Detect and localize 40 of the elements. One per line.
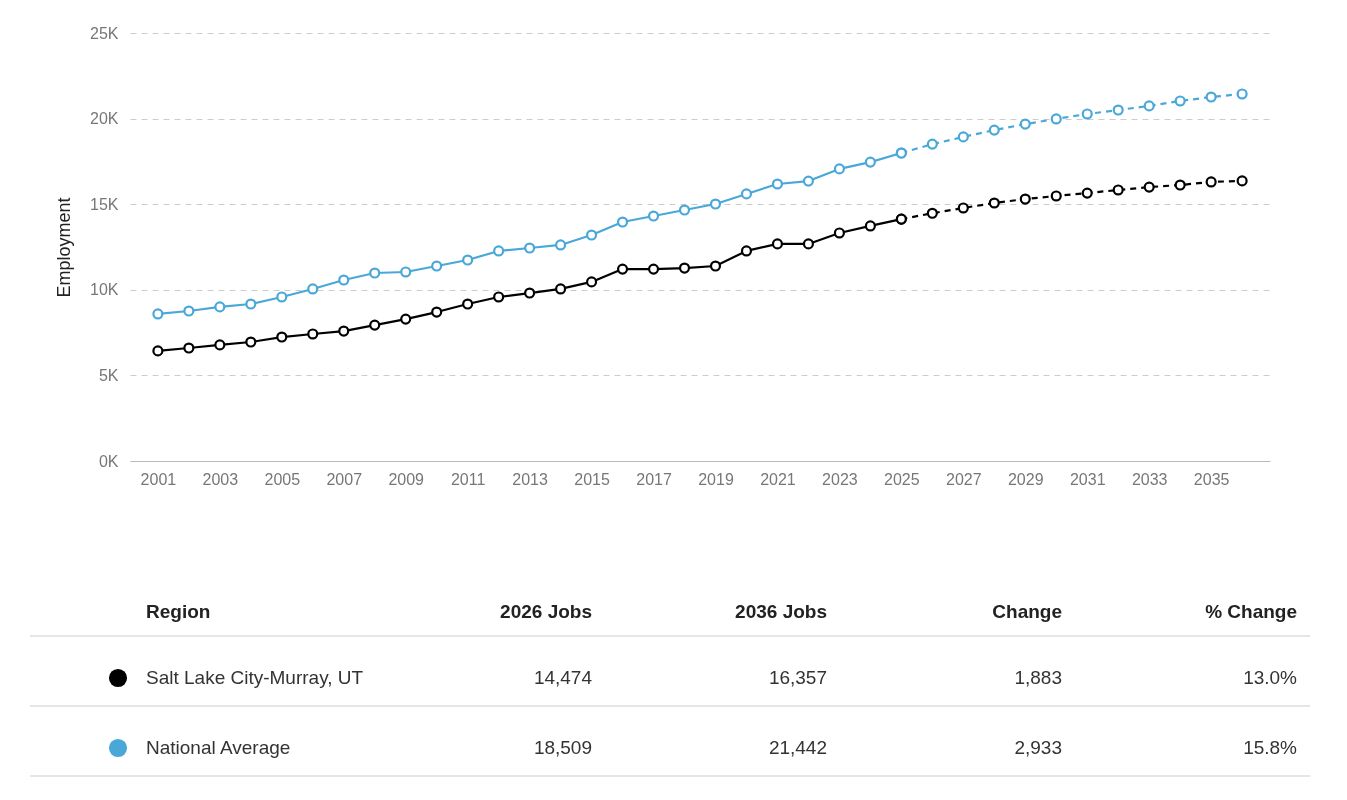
- category-label: Change: [992, 601, 1062, 622]
- x-tick-label: 2035: [1193, 470, 1230, 488]
- x-tick-label: 2001: [140, 470, 177, 488]
- data-label: 13.0%: [1243, 667, 1298, 688]
- x-tick-label: 2029: [1007, 470, 1044, 488]
- data-label: 18,509: [533, 737, 592, 758]
- category-label: 2036 Jobs: [735, 601, 827, 622]
- category-label: 2026 Jobs: [500, 601, 592, 622]
- y-tick-label: 5K: [98, 366, 119, 384]
- y-tick-label: 10K: [90, 281, 119, 299]
- x-tick-label: 2021: [760, 470, 796, 488]
- data-label: 1,883: [1014, 667, 1062, 688]
- x-tick-label: 2027: [946, 470, 982, 488]
- y-tick-label: 15K: [90, 195, 119, 213]
- x-tick-label: 2019: [698, 470, 734, 488]
- x-tick-label: 2031: [1069, 470, 1106, 488]
- x-tick-label: 2007: [326, 470, 363, 488]
- x-tick-label: 2003: [202, 470, 239, 488]
- data-label: 15.8%: [1243, 737, 1298, 758]
- data-label: 2,933: [1014, 737, 1062, 758]
- x-tick-label: 2015: [574, 470, 610, 488]
- y-tick-label: 20K: [90, 110, 119, 128]
- x-tick-label: 2013: [512, 470, 549, 488]
- x-tick-label: 2017: [636, 470, 672, 488]
- x-tick-label: 2025: [884, 470, 920, 488]
- legend-label: Salt Lake City-Murray, UT: [146, 667, 364, 688]
- x-tick-label: 2005: [264, 470, 301, 488]
- y-tick-label: 0K: [98, 452, 119, 470]
- x-tick-label: 2009: [388, 470, 425, 488]
- legend-label: National Average: [146, 737, 291, 758]
- x-tick-label: 2023: [822, 470, 858, 488]
- data-label: 16,357: [768, 667, 827, 688]
- legend-title: Region: [146, 601, 211, 622]
- data-label: 21,442: [768, 737, 827, 758]
- x-tick-label: 2011: [450, 470, 486, 488]
- data-label: 14,474: [533, 667, 593, 688]
- category-label: % Change: [1205, 601, 1297, 622]
- y-tick-label: 25K: [90, 24, 119, 42]
- x-tick-label: 2033: [1131, 470, 1168, 488]
- y-axis-title: Employment: [54, 197, 75, 298]
